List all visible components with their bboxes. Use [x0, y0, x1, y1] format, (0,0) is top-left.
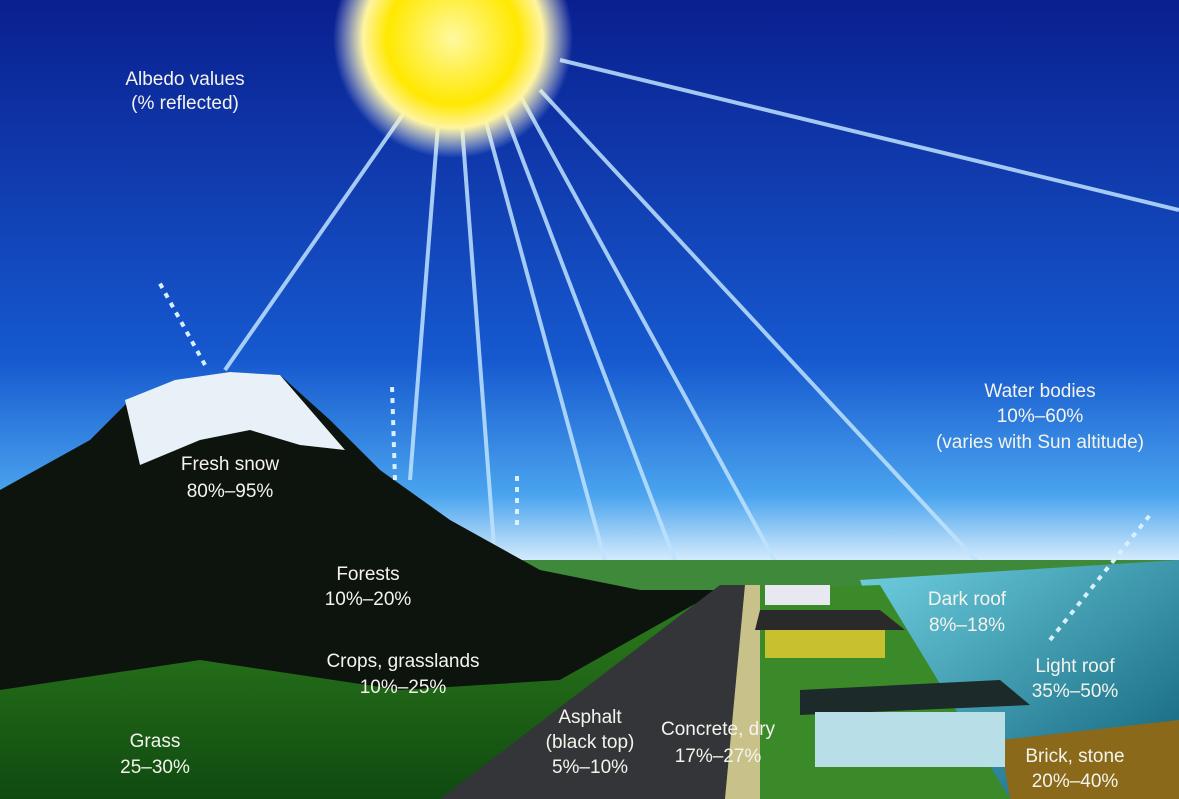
surface-name: Fresh snow [181, 454, 279, 475]
surface-albedo: 10%–60% [997, 406, 1084, 427]
surface-albedo: 10%–20% [325, 589, 412, 610]
surface-note: (black top) [546, 732, 635, 753]
surface-name: Asphalt [558, 707, 622, 728]
surface-name: Light roof [1035, 656, 1115, 677]
surface-name: Crops, grasslands [326, 651, 479, 672]
surface-albedo: 35%–50% [1032, 681, 1119, 702]
albedo-illustration: Albedo values (% reflected) Fresh snow 8… [0, 0, 1179, 799]
surface-albedo: 25–30% [120, 757, 190, 778]
title-line: Albedo values [125, 69, 244, 90]
surface-albedo: 17%–27% [675, 746, 762, 767]
surface-name: Brick, stone [1025, 746, 1124, 767]
surface-albedo: 5%–10% [552, 757, 628, 778]
surface-albedo: 20%–40% [1032, 771, 1119, 792]
surface-note: (varies with Sun altitude) [936, 432, 1144, 453]
surface-name: Dark roof [928, 589, 1007, 610]
surface-albedo: 8%–18% [929, 615, 1005, 636]
title-line: (% reflected) [131, 93, 239, 114]
surface-name: Water bodies [984, 381, 1095, 402]
surface-name: Grass [130, 731, 181, 752]
surface-name: Concrete, dry [661, 719, 776, 740]
surface-name: Forests [336, 564, 399, 585]
surface-albedo: 80%–95% [187, 481, 274, 502]
surface-albedo: 10%–25% [360, 677, 447, 698]
